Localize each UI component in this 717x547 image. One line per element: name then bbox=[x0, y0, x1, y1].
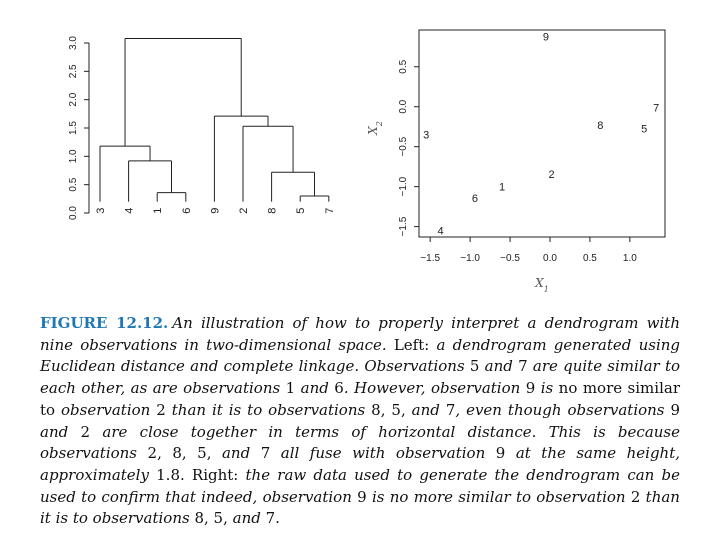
caption-segment: . bbox=[275, 509, 280, 528]
dendrogram-leaf-label: 8 bbox=[267, 208, 279, 214]
caption-segment: An illustration of how to properly inter… bbox=[40, 314, 680, 354]
scatter-x-tick-label: −1.5 bbox=[420, 253, 440, 264]
scatter-point-label: 1 bbox=[499, 182, 505, 194]
scatter-y-tick-label: −0.5 bbox=[398, 136, 409, 156]
caption-segment: are quite similar to each other, as are … bbox=[40, 357, 680, 398]
caption-segment: no more similar to bbox=[40, 379, 680, 419]
scatter-x-tick-label: −0.5 bbox=[500, 253, 520, 264]
dendrogram-leaf-label: 4 bbox=[124, 208, 136, 214]
dendrogram-y-tick-label: 0.5 bbox=[68, 177, 79, 191]
caption-segment: 8, 5, bbox=[189, 509, 233, 528]
caption-segment: is bbox=[540, 379, 554, 398]
scatter-x-tick-label: −1.0 bbox=[460, 253, 480, 264]
scatter-point-label: 7 bbox=[653, 103, 659, 115]
dendrogram-y-tick-label: 1.0 bbox=[68, 149, 79, 163]
caption-segment: 7 bbox=[439, 400, 456, 419]
dendrogram-y-tick-label: 1.5 bbox=[68, 121, 79, 135]
caption-segment: and bbox=[411, 400, 440, 419]
caption-segment: the raw data used to generate the dendro… bbox=[40, 465, 680, 506]
caption-segment: 8, 5, bbox=[365, 400, 412, 419]
dendrogram-branches bbox=[99, 37, 330, 202]
scatter-y-tick-label: 0.0 bbox=[398, 99, 409, 113]
caption-segment: 2 bbox=[150, 400, 172, 419]
caption-segment: all fuse with observation bbox=[280, 444, 486, 463]
dendrogram-leaf-label: 2 bbox=[238, 208, 250, 214]
caption-segment: observation bbox=[61, 400, 151, 419]
caption-segment: 2 bbox=[68, 422, 103, 441]
caption-segment: 1 bbox=[280, 379, 301, 398]
caption-segment: and bbox=[484, 357, 513, 376]
dendrogram-y-tick-label: 3.0 bbox=[68, 36, 79, 50]
caption-segment: than it is to observations bbox=[40, 487, 680, 528]
dendrogram-y-tick-label: 2.5 bbox=[68, 64, 79, 78]
caption-segment: 6 bbox=[328, 379, 344, 398]
scatter-point-label: 6 bbox=[472, 193, 478, 205]
caption-segment: 2 bbox=[625, 487, 646, 506]
scatter-point-label: 9 bbox=[543, 31, 549, 43]
dendrogram-leaf-label: 9 bbox=[209, 208, 221, 214]
caption-segment: and bbox=[300, 379, 329, 398]
caption-segment: 5 bbox=[464, 357, 485, 376]
scatter-x-tick-label: 0.0 bbox=[543, 253, 557, 264]
dendrogram-leaf-label: 1 bbox=[152, 208, 164, 214]
caption-segment: 7 bbox=[260, 509, 276, 528]
caption-segment: 7 bbox=[512, 357, 533, 376]
dendrogram-y-axis: 0.0 0.5 1.0 1.5 2.0 2.5 3.0 bbox=[68, 36, 90, 220]
scatter-y-axis-title: X2 bbox=[366, 121, 384, 136]
caption-segment: and bbox=[221, 444, 251, 463]
caption-body: An illustration of how to properly inter… bbox=[40, 314, 680, 527]
dendrogram-leaf-label: 7 bbox=[324, 208, 336, 214]
caption-segment: at the same height, approximately bbox=[40, 444, 680, 484]
caption-segment: is no more similar to observation bbox=[371, 487, 626, 506]
caption-segment: and bbox=[232, 509, 261, 528]
caption-segment: 9 bbox=[664, 400, 681, 419]
scatter-chart: −1.5 −1.0 −0.5 0.0 0.5 1.0 −1.5 −1.0 −0.5 0.0 0.5… bbox=[366, 29, 666, 294]
caption-segment: than it is to observations bbox=[171, 400, 366, 419]
dendrogram-leaf-label: 6 bbox=[181, 208, 193, 214]
scatter-point-label: 4 bbox=[438, 226, 444, 238]
scatter-plot-frame bbox=[418, 29, 666, 238]
caption-segment: . However, observation bbox=[343, 379, 521, 398]
dendrogram-leaf-label: 3 bbox=[95, 208, 107, 214]
scatter-y-tick-label: −1.5 bbox=[398, 216, 409, 236]
dendrogram-leaf-label: 5 bbox=[295, 208, 307, 214]
caption-segment: are close together in terms of horizonta… bbox=[40, 422, 680, 463]
scatter-point-label: 8 bbox=[597, 120, 603, 132]
scatter-point-label: 2 bbox=[549, 169, 555, 181]
scatter-y-axis: −1.5 −1.0 −0.5 0.0 0.5 bbox=[398, 59, 419, 236]
scatter-point-label: 3 bbox=[423, 130, 429, 142]
caption-segment: Left: bbox=[386, 335, 437, 354]
caption-segment: 7 bbox=[250, 444, 281, 463]
caption-segment: 2, 8, 5, bbox=[137, 444, 222, 463]
scatter-x-tick-label: 1.0 bbox=[623, 253, 637, 264]
scatter-point-label: 5 bbox=[641, 123, 647, 135]
figure-label: FIGURE 12.12. bbox=[40, 314, 169, 332]
figure-caption: FIGURE 12.12. An illustration of how to p… bbox=[40, 313, 680, 530]
scatter-x-axis: −1.5 −1.0 −0.5 0.0 0.5 1.0 bbox=[420, 237, 637, 264]
dendrogram-y-tick-label: 2.0 bbox=[68, 92, 79, 106]
caption-segment: 9 bbox=[485, 444, 516, 463]
scatter-y-tick-label: 0.5 bbox=[398, 59, 409, 73]
caption-segment: , even though observations bbox=[455, 400, 665, 419]
scatter-x-axis-title: X1 bbox=[534, 276, 549, 294]
caption-segment: 9 bbox=[351, 487, 372, 506]
caption-segment: and bbox=[40, 422, 69, 441]
scatter-x-tick-label: 0.5 bbox=[583, 253, 597, 264]
caption-segment: a dendrogram generated using Euclidean d… bbox=[40, 335, 681, 376]
caption-segment: 9 bbox=[520, 379, 541, 398]
scatter-y-tick-label: −1.0 bbox=[398, 176, 409, 196]
scatter-point-labels: 1 2 3 4 5 6 7 8 9 bbox=[423, 31, 659, 237]
dendrogram-y-tick-label: 0.0 bbox=[68, 206, 79, 220]
caption-segment: 1.8. Right: bbox=[148, 465, 246, 484]
